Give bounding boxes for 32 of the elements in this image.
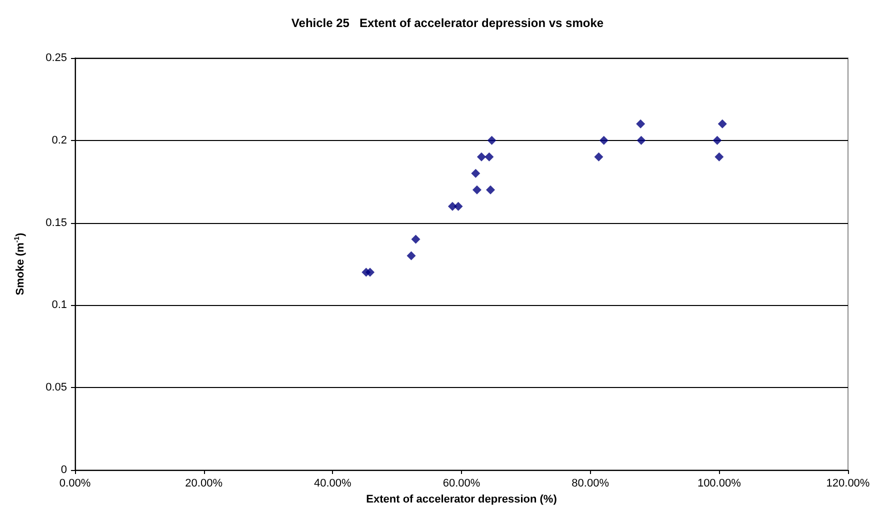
point (487, 136, 496, 145)
y-tick-label: 0.2 (52, 134, 67, 146)
point (712, 136, 722, 145)
point (406, 251, 416, 260)
point (636, 136, 646, 145)
y-tick-label: 0.15 (46, 216, 67, 229)
x-tick-label: 100.00% (697, 478, 742, 490)
point (454, 202, 463, 211)
chart-title: Vehicle 25 Extent of accelerator depression vs smoke (291, 16, 604, 30)
x-tick-label: 120.00% (826, 478, 870, 490)
point (594, 152, 604, 162)
point (484, 152, 494, 162)
x-tick-label: 80.00% (572, 478, 610, 490)
y-tick-label: 0.25 (46, 52, 67, 64)
point (636, 119, 646, 128)
point (471, 168, 480, 178)
x-tick-label: 40.00% (314, 478, 352, 490)
point (714, 152, 724, 162)
point (718, 119, 727, 128)
x-tick-label: 20.00% (185, 478, 223, 490)
point (476, 152, 486, 162)
y-tick-label: 0.1 (52, 299, 67, 312)
point (486, 185, 495, 194)
x-tick-label: 60.00% (442, 478, 480, 490)
x-axis-title: Extent of accelerator depression (%) (366, 494, 558, 506)
y-tick-label: 0 (60, 464, 67, 476)
x-tick-label: 0.00% (59, 478, 91, 490)
point (411, 234, 420, 244)
y-tick-label: 0.05 (46, 382, 67, 394)
point (366, 268, 375, 277)
point (472, 185, 482, 194)
point (599, 136, 608, 145)
